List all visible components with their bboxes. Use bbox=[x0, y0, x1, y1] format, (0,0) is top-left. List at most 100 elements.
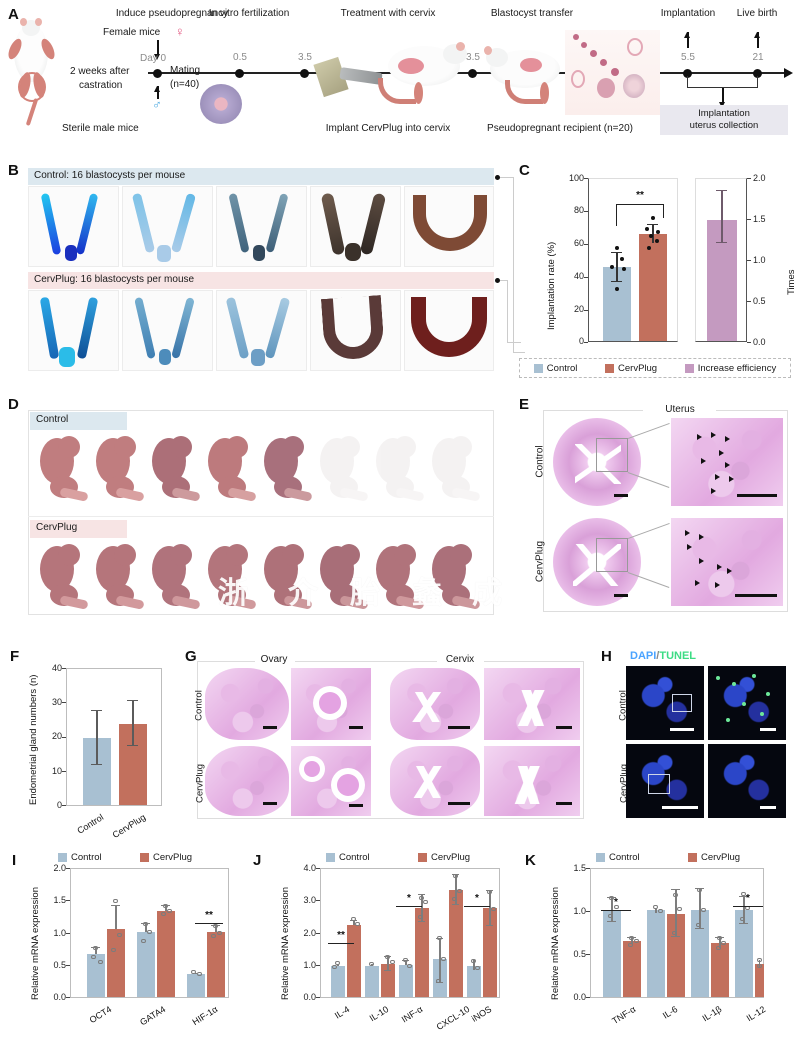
panelI-ytick-2: 1.0 bbox=[53, 928, 66, 938]
bar-j-cervplug-0 bbox=[347, 924, 361, 997]
panel-letter-d: D bbox=[8, 396, 19, 413]
bar-j-control-2 bbox=[399, 964, 413, 997]
ovary-histology-cervplug bbox=[205, 746, 289, 816]
panelA-stage-title-0: Induce pseudopregnancy bbox=[115, 8, 229, 19]
panelI-legend-control: Control bbox=[58, 852, 102, 863]
panelJ-ytick-3: 3.0 bbox=[303, 895, 316, 905]
pup-cervplug-0 bbox=[36, 544, 90, 610]
panelK-sig-0: * bbox=[614, 897, 618, 908]
panelI-ytick-3: 1.5 bbox=[53, 895, 66, 905]
legend-item-control: Control bbox=[533, 362, 578, 374]
bar-i-cervplug-1 bbox=[157, 911, 175, 997]
panelI-legend-label-control: Control bbox=[71, 852, 102, 863]
panelG-row-label-cervplug: CervPlug bbox=[194, 763, 206, 804]
panel-letter-i: I bbox=[12, 852, 17, 869]
pup-control-0 bbox=[36, 436, 90, 502]
bar-k-control-0 bbox=[603, 910, 621, 997]
panelB-control-band: Control: 16 blastocysts per mouse bbox=[28, 168, 494, 185]
pup-control-faded-0 bbox=[316, 436, 370, 502]
tunel-control-overview bbox=[626, 666, 704, 740]
panelH-title-tunel: TUNEL bbox=[659, 650, 697, 662]
panelG-col-title-cervix: Cervix bbox=[445, 654, 475, 665]
panelA-mating-label: Mating bbox=[170, 65, 201, 76]
panelK-cat-2: IL-1β bbox=[700, 1004, 724, 1024]
panel-letter-g: G bbox=[185, 648, 197, 665]
watermark-char-3: 蠡 bbox=[412, 577, 442, 610]
uterus-photo-control-3 bbox=[310, 186, 401, 267]
panelA-stage-title-4: Implantation bbox=[660, 8, 716, 19]
cervix-histology-control bbox=[390, 668, 480, 740]
timeline-node-3 bbox=[683, 69, 692, 78]
uterus-photo-cervplug-4 bbox=[404, 290, 494, 371]
panel-letter-h: H bbox=[601, 648, 612, 665]
panelK-legend-swatch-cervplug bbox=[688, 853, 697, 862]
uterus-photo-cervplug-1 bbox=[122, 290, 213, 371]
panelK-plot bbox=[590, 868, 764, 998]
panelF-ytick-0: 0 bbox=[56, 800, 62, 810]
bar-k-cervplug-1 bbox=[667, 913, 685, 997]
timeline-node-start bbox=[153, 69, 162, 78]
timeline-node-1 bbox=[300, 69, 309, 78]
uterus-photo-cervplug-2 bbox=[216, 290, 307, 371]
panelJ-legend-label-cervplug: CervPlug bbox=[431, 852, 471, 863]
pup-cervplug-3 bbox=[204, 544, 258, 610]
uterus-histology-control-zoom bbox=[671, 418, 783, 506]
bar-i-control-0 bbox=[87, 954, 105, 997]
bar-k-control-2 bbox=[691, 909, 709, 997]
blastocyst-transfer-illustration bbox=[565, 30, 660, 115]
panelK-ytick-3: 1.5 bbox=[573, 863, 586, 873]
panelJ-sig-1: * bbox=[407, 893, 411, 904]
pup-cervplug-5 bbox=[316, 544, 370, 610]
panelC-legend: Control CervPlug Increase efficiency bbox=[519, 358, 791, 378]
legend-label-control: Control bbox=[546, 362, 578, 374]
panelA-timepoint-4: 21 bbox=[752, 52, 764, 63]
panelJ-legend-swatch-cervplug bbox=[418, 853, 427, 862]
panelA-stage-title-5: Live birth bbox=[736, 8, 778, 19]
bar-k-cervplug-2 bbox=[711, 942, 729, 997]
panel-letter-c: C bbox=[519, 162, 530, 179]
timeline-node-4 bbox=[753, 69, 762, 78]
tunel-cervplug-overview bbox=[626, 744, 704, 818]
panelC-ytick-0: 0 bbox=[578, 336, 584, 346]
ovary-follicle-control bbox=[291, 668, 371, 740]
panelI-ytick-1: 0.5 bbox=[53, 960, 66, 970]
panelI-cat-1: GATA4 bbox=[138, 1004, 168, 1028]
panelD-control-label: Control bbox=[30, 412, 127, 430]
cervix-epithelium-control bbox=[484, 668, 580, 740]
cervix-epithelium-cervplug bbox=[484, 746, 580, 816]
panelC-implantation-plot bbox=[588, 178, 678, 342]
panelJ-ytick-4: 4.0 bbox=[303, 863, 316, 873]
pup-cervplug-7 bbox=[428, 544, 482, 610]
panelK-legend-control: Control bbox=[596, 852, 640, 863]
panelJ-ytick-2: 2.0 bbox=[303, 928, 316, 938]
legend-swatch-increase bbox=[684, 363, 694, 373]
bar-j-control-0 bbox=[331, 966, 345, 997]
panelE-row-label-control: Control bbox=[534, 445, 546, 478]
panelC-ytick-5: 100 bbox=[568, 173, 584, 183]
panelA-sterile-male-label: Sterile male mice bbox=[62, 123, 139, 134]
panelJ-legend-swatch-control bbox=[326, 853, 335, 862]
panelH-title-dapi: DAPI bbox=[630, 650, 657, 662]
ovary-histology-control bbox=[205, 668, 289, 740]
panelI-plot bbox=[70, 868, 229, 998]
panelK-ylabel: Relative mRNA expression bbox=[550, 887, 561, 1000]
legend-item-increase-efficiency: Increase efficiency bbox=[684, 363, 776, 374]
panelJ-sig-2: * bbox=[475, 893, 479, 904]
panelJ-ytick-1: 1.0 bbox=[303, 960, 316, 970]
panel-letter-b: B bbox=[8, 162, 19, 179]
panelI-legend-cervplug: CervPlug bbox=[140, 852, 192, 863]
panelF-cat-1: CervPlug bbox=[110, 812, 148, 841]
panelJ-plot bbox=[320, 868, 500, 998]
panelK-legend-swatch-control bbox=[596, 853, 605, 862]
panelC-ytick-1: 20 bbox=[573, 304, 584, 314]
bar-k-cervplug-0 bbox=[623, 941, 641, 997]
panelH-title: DAPI/TUNEL bbox=[630, 650, 696, 662]
tunel-cervplug-zoom bbox=[708, 744, 786, 818]
panelB-cervplug-row bbox=[28, 290, 494, 371]
panelA-timepoint-1: 3.5 bbox=[298, 52, 312, 63]
pup-control-faded-2 bbox=[428, 436, 482, 502]
bar-k-control-1 bbox=[647, 910, 665, 997]
pup-control-3 bbox=[204, 436, 258, 502]
uterus-photo-control-4 bbox=[404, 186, 494, 267]
